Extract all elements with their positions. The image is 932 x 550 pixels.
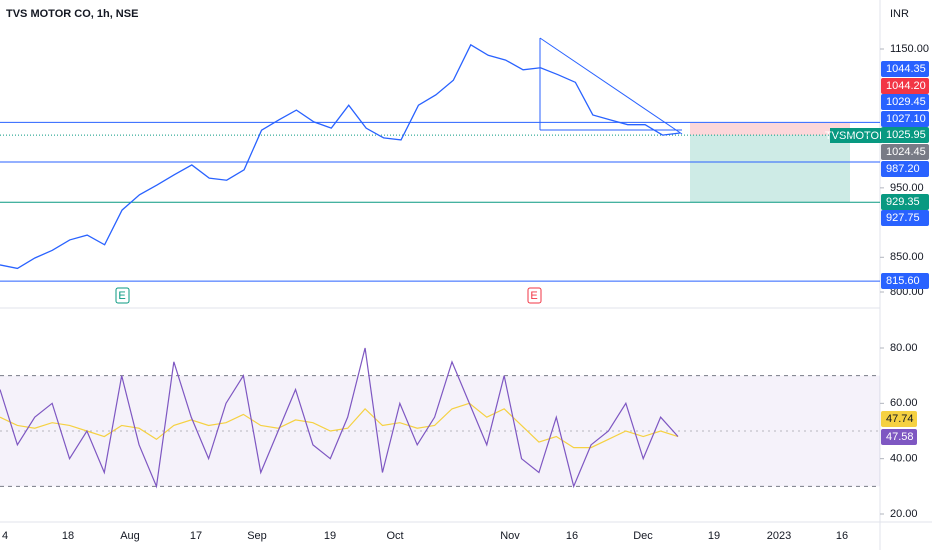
- x-tick-label: 4: [2, 530, 8, 542]
- price-line: [0, 43, 681, 270]
- y-tick-label: 950.00: [890, 182, 924, 194]
- rsi-tag: [881, 429, 917, 445]
- price-tag: [881, 144, 929, 160]
- x-tick-label: Dec: [633, 530, 653, 542]
- price-tag: [881, 111, 929, 127]
- price-label: 1029.45: [886, 96, 926, 108]
- x-tick-label: 16: [836, 530, 848, 542]
- price-label: 927.75: [886, 212, 920, 224]
- x-tick-label: 19: [324, 530, 336, 542]
- price-label: 1044.20: [886, 80, 926, 92]
- price-tag: [881, 273, 929, 289]
- x-tick-label: 2023: [767, 530, 791, 542]
- symbol-tag: [830, 128, 882, 143]
- rsi-ma-line: [0, 402, 679, 449]
- y-tick-label: 80.00: [890, 342, 918, 354]
- y-tick-label: 40.00: [890, 453, 918, 465]
- symbol-label: TVSMOTOR: [825, 130, 887, 142]
- earnings-marker: [527, 287, 542, 304]
- price-label: 1025.95: [886, 129, 926, 141]
- y-tick-label: 850.00: [890, 251, 924, 263]
- price-tag: [881, 161, 929, 177]
- price-label: 987.20: [886, 163, 920, 175]
- chart-title: TVS MOTOR CO, 1h, NSE: [6, 8, 138, 20]
- x-tick-label: Sep: [247, 530, 267, 542]
- stop-zone: [690, 123, 850, 135]
- price-tag: [881, 194, 929, 210]
- y-tick-label: 1150.00: [890, 43, 929, 55]
- price-tag: [881, 78, 929, 94]
- price-tag: [881, 61, 929, 77]
- rsi-label: 47.58: [886, 431, 914, 443]
- price-label: 1044.35: [886, 63, 926, 75]
- x-tick-label: Oct: [386, 530, 403, 542]
- earnings-marker: [115, 287, 130, 304]
- currency: INR: [890, 8, 909, 20]
- target-zone: [690, 135, 850, 202]
- y-tick-label: 60.00: [890, 397, 918, 409]
- trend-line: [539, 37, 683, 135]
- price-tag: [881, 127, 929, 143]
- earnings-label: E: [118, 290, 125, 302]
- price-tag: [881, 210, 929, 226]
- x-tick-label: Nov: [500, 530, 520, 542]
- rsi-line: [0, 347, 679, 489]
- price-label: 929.35: [886, 196, 920, 208]
- rsi-label: 47.74: [886, 413, 914, 425]
- rsi-tag: [881, 411, 917, 427]
- earnings-label: E: [530, 290, 537, 302]
- price-label: 1027.10: [886, 113, 926, 125]
- x-tick-label: Aug: [120, 530, 140, 542]
- y-tick-label: 20.00: [890, 508, 918, 520]
- price-label: 815.60: [886, 275, 920, 287]
- price-label: 1024.45: [886, 146, 926, 158]
- price-tag: [881, 94, 929, 110]
- x-tick-label: 16: [566, 530, 578, 542]
- x-tick-label: 17: [190, 530, 202, 542]
- x-tick-label: 18: [62, 530, 74, 542]
- x-tick-label: 19: [708, 530, 720, 542]
